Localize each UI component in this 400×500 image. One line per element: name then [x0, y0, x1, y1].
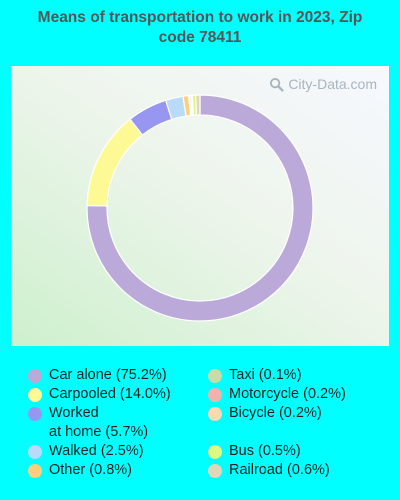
- legend-item-left-0: Car alone (75.2%): [28, 366, 199, 385]
- watermark-text: City-Data.com: [288, 76, 377, 92]
- donut-chart: [86, 94, 314, 322]
- slice-9: [195, 94, 201, 116]
- slice-0: [86, 94, 314, 322]
- legend-item-left-3: Walked (2.5%): [28, 442, 199, 461]
- legend-label: Bus (0.5%): [229, 443, 301, 459]
- legend-label: Taxi (0.1%): [229, 367, 302, 383]
- watermark: City-Data.com: [269, 76, 377, 92]
- legend-label: Other (0.8%): [49, 462, 132, 478]
- legend-swatch: [28, 388, 42, 402]
- legend-swatch: [208, 464, 222, 478]
- legend-label: Worked at home (5.7%): [49, 405, 149, 440]
- chart-title: Means of transportation to work in 2023,…: [37, 9, 363, 46]
- legend-item-right-3: Bus (0.5%): [208, 442, 379, 461]
- legend-swatch: [28, 445, 42, 459]
- legend-swatch: [28, 369, 42, 383]
- legend-swatch: [208, 445, 222, 459]
- legend-label: Railroad (0.6%): [229, 462, 330, 478]
- legend-item-left-4: Other (0.8%): [28, 461, 199, 480]
- legend-swatch: [208, 369, 222, 383]
- legend-item-left-2: Worked at home (5.7%): [28, 404, 199, 442]
- legend-label: Walked (2.5%): [49, 443, 144, 459]
- legend-swatch: [208, 407, 222, 421]
- magnifier-icon: [270, 77, 285, 92]
- legend-label: Bicycle (0.2%): [229, 405, 322, 421]
- chart-panel: City-Data.com: [11, 66, 389, 346]
- legend-item-right-1: Motorcycle (0.2%): [208, 385, 379, 404]
- legend-item-right-2: Bicycle (0.2%): [208, 404, 379, 423]
- legend-label: Motorcycle (0.2%): [229, 386, 346, 402]
- legend-swatch: [28, 407, 42, 421]
- legend-label: Car alone (75.2%): [49, 367, 167, 383]
- legend-label: Carpooled (14.0%): [49, 386, 171, 402]
- legend-swatch: [208, 388, 222, 402]
- legend-item-left-1: Carpooled (14.0%): [28, 385, 199, 404]
- legend-item-right-0: Taxi (0.1%): [208, 366, 379, 385]
- legend-swatch: [28, 464, 42, 478]
- legend-item-right-4: Railroad (0.6%): [208, 461, 379, 480]
- slice-1: [86, 118, 144, 207]
